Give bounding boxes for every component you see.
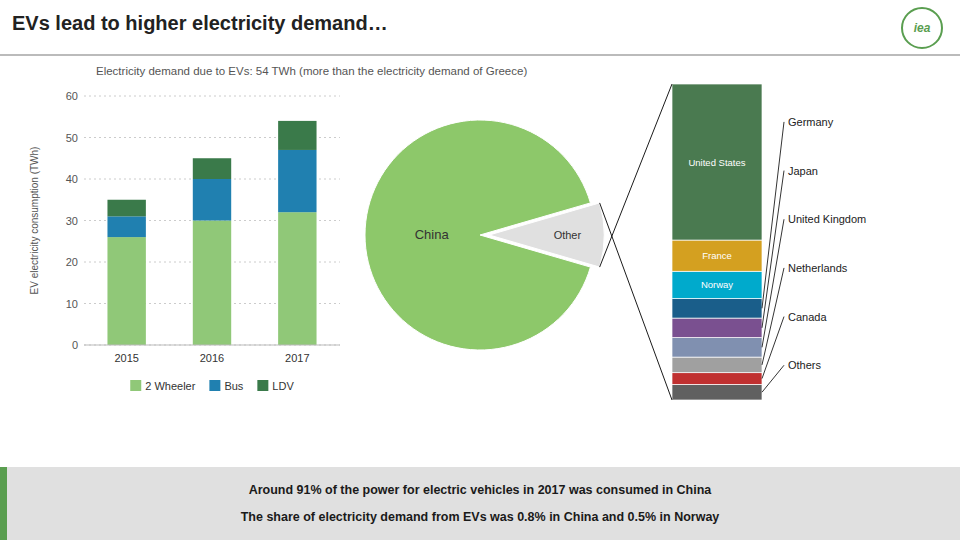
pie-slice [489,203,604,267]
segment-label: Norway [701,279,733,290]
footer-text: Around 91% of the power for electric veh… [249,483,713,497]
connector-line [600,84,672,267]
leader-line [762,365,784,392]
subtitle: Electricity demand due to EVs: 54 TWh (m… [96,65,527,77]
y-axis-label: EV electricity consumption (TWh) [29,147,40,295]
segment-label: Germany [788,116,834,128]
pie [365,120,604,350]
breakdown-segment [672,338,762,358]
breakdown-segment [672,357,762,373]
legend: 2 Wheeler Bus LDV [130,380,294,392]
legend-label: 2 Wheeler [145,380,195,392]
leader-line [762,122,784,308]
grid-line [84,96,340,97]
bar-segment [193,179,231,221]
y-tick-label: 20 [66,256,78,268]
segment-label: Canada [788,311,827,323]
pie-slice [365,120,590,350]
bar-segment [278,212,316,345]
x-axis-line [84,345,340,346]
bar-segment [278,150,316,212]
bar-segment [107,216,145,237]
title: EVs lead to higher electricity demand… [12,12,388,34]
footer-accent [0,467,7,540]
bar-segment [193,158,231,179]
breakdown-segment [672,373,762,385]
connector-line [600,203,672,400]
breakdown-column [672,84,762,400]
segment-label: Japan [788,165,818,177]
y-tick-label: 30 [66,215,78,227]
title-rule [0,54,960,56]
y-tick-label: 10 [66,298,78,310]
breakdown-segment [672,84,762,240]
y-tick-label: 40 [66,173,78,185]
bar-segment [278,121,316,150]
y-tick-label: 60 [66,90,78,102]
bar-axes: 0 10 20 30 40 50 60 EV electricity consumption … [29,90,340,364]
bars [107,121,316,345]
leader-line [762,268,784,365]
segment-label: United States [688,157,745,168]
chart-canvas: EVs lead to higher electricity demand… El… [0,0,960,540]
legend-swatch [257,380,268,391]
legend-label: Bus [224,380,243,392]
background [0,0,960,540]
x-tick-label: 2017 [285,352,309,364]
grid-line [84,345,340,346]
segment-label: United Kingdom [788,213,866,225]
segment-label: France [702,250,732,261]
footer-background [0,467,960,540]
segment-label: Netherlands [788,262,848,274]
logo-circle [902,8,942,48]
breakdown-segment [672,271,762,298]
y-tick-label: 0 [72,339,78,351]
bar-segment [107,200,145,217]
pie-label: China [415,227,450,242]
x-tick-label: 2016 [200,352,224,364]
bar-segment [107,237,145,345]
logo-text: iea [914,21,931,35]
breakdown-segment [672,240,762,271]
breakdown-segment [672,299,762,319]
x-tick-label: 2015 [114,352,138,364]
legend-swatch [130,380,141,391]
breakdown-segment [672,318,762,338]
breakdown-segment [672,384,762,400]
legend-label: LDV [272,380,294,392]
bar-segment [193,221,231,346]
footer-text: The share of electricity demand from EVs… [241,510,720,524]
leader-line [762,171,784,328]
y-tick-label: 50 [66,132,78,144]
segment-label: Others [788,359,822,371]
legend-swatch [209,380,220,391]
pie-label: Other [554,229,582,241]
